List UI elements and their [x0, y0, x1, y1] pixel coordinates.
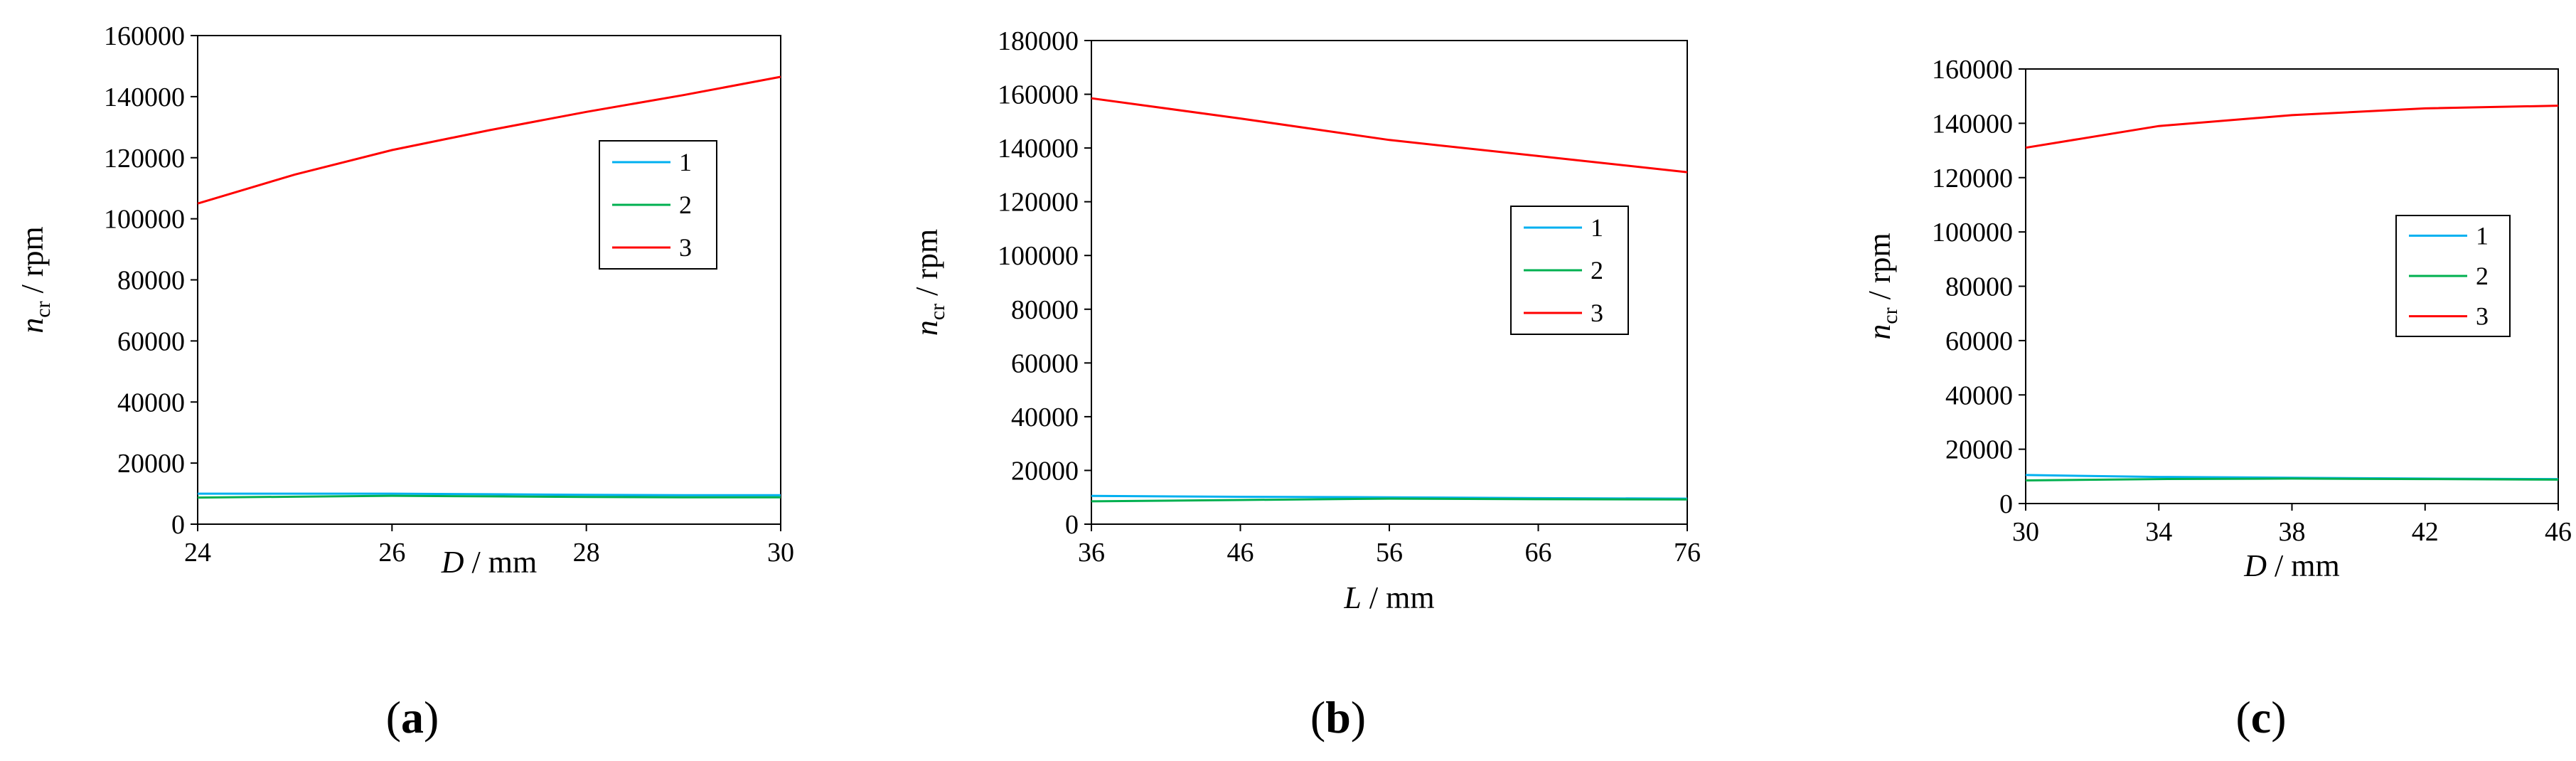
legend-label-2: 2 [1591, 256, 1603, 284]
y-tick-label: 0 [1065, 510, 1079, 540]
chart-panel-a: 0 20000 40000 60000 80000 100000 120000 140000 1… [15, 21, 794, 743]
x-tick-label: 46 [2545, 517, 2572, 547]
panel-label: (b) [1310, 692, 1366, 743]
legend-label-3: 3 [679, 233, 692, 262]
y-tick-label: 60000 [1011, 348, 1079, 378]
legend: 1 2 3 [2395, 215, 2511, 337]
chart-panel-c: 0 20000 40000 60000 80000 100000 120000 140000 1… [1862, 55, 2572, 743]
y-tick-label: 180000 [998, 26, 1079, 56]
y-tick-label: 120000 [998, 188, 1079, 218]
y-axis-label: ncr / rpm [15, 226, 55, 333]
y-tick-label: 160000 [1932, 55, 2013, 85]
y-tick-label: 40000 [1011, 403, 1079, 432]
legend-label-1: 1 [679, 148, 692, 176]
series-line-3 [2025, 105, 2559, 149]
panel-label: (a) [386, 692, 439, 743]
y-tick-label: 40000 [117, 388, 185, 417]
series-line-2 [1091, 497, 1688, 503]
legend-label-3: 3 [1591, 299, 1603, 327]
x-tick-label: 56 [1376, 538, 1403, 568]
y-tick-label: 60000 [1945, 326, 2013, 356]
series-line-1 [198, 492, 781, 496]
y-tick-label: 20000 [117, 449, 185, 479]
legend: 1 2 3 [599, 140, 717, 270]
x-tick-label: 46 [1227, 538, 1254, 568]
series-line-3 [197, 75, 781, 205]
y-axis-label: ncr / rpm [1862, 233, 1902, 339]
x-axis-label: D / mm [441, 545, 537, 580]
x-tick-label: 66 [1525, 538, 1552, 568]
x-tick-label: 38 [2279, 517, 2306, 547]
x-axis-label: D / mm [2243, 548, 2339, 583]
y-tick-label: 20000 [1011, 456, 1079, 486]
legend-label-1: 1 [2476, 221, 2489, 250]
y-tick-label: 80000 [1945, 272, 2013, 302]
y-tick-label: 20000 [1945, 435, 2013, 465]
legend-label-1: 1 [1591, 213, 1603, 242]
y-tick-label: 80000 [1011, 295, 1079, 325]
legend-label-3: 3 [2476, 302, 2489, 331]
legend: 1 2 3 [1510, 206, 1629, 335]
x-tick-label: 24 [184, 538, 211, 568]
x-tick-label: 34 [2145, 517, 2172, 547]
y-tick-label: 0 [1999, 489, 2013, 519]
y-tick-label: 120000 [104, 144, 185, 174]
x-tick-label: 26 [378, 538, 405, 568]
x-tick-label: 42 [2412, 517, 2439, 547]
y-tick-label: 60000 [117, 326, 185, 356]
y-tick-label: 100000 [104, 205, 185, 235]
y-tick-label: 140000 [998, 134, 1079, 164]
series-line-3 [1091, 97, 1688, 174]
y-tick-label: 100000 [1932, 218, 2013, 248]
y-tick-label: 160000 [998, 80, 1079, 110]
x-tick-label: 36 [1078, 538, 1105, 568]
legend-label-2: 2 [2476, 262, 2489, 290]
legend-label-2: 2 [679, 191, 692, 219]
y-tick-label: 40000 [1945, 380, 2013, 410]
x-tick-label: 28 [573, 538, 600, 568]
y-tick-label: 140000 [104, 83, 185, 112]
y-tick-label: 160000 [104, 21, 185, 51]
x-tick-label: 76 [1674, 538, 1701, 568]
y-tick-label: 100000 [998, 241, 1079, 271]
series-line-2 [2025, 477, 2559, 481]
y-tick-label: 0 [171, 510, 185, 540]
y-tick-label: 80000 [117, 266, 185, 296]
x-tick-label: 30 [2012, 517, 2039, 547]
y-tick-label: 120000 [1932, 164, 2013, 193]
x-tick-label: 30 [767, 538, 794, 568]
plot-frame [197, 35, 781, 525]
chart-panel-b: 0 20000 40000 60000 80000 100000 120000 140000 1… [909, 26, 1701, 743]
y-axis-label: ncr / rpm [909, 229, 949, 336]
y-tick-label: 140000 [1932, 109, 2013, 139]
series-line-2 [197, 494, 781, 499]
x-axis-label: L / mm [1343, 580, 1434, 615]
panel-label: (c) [2235, 692, 2286, 743]
